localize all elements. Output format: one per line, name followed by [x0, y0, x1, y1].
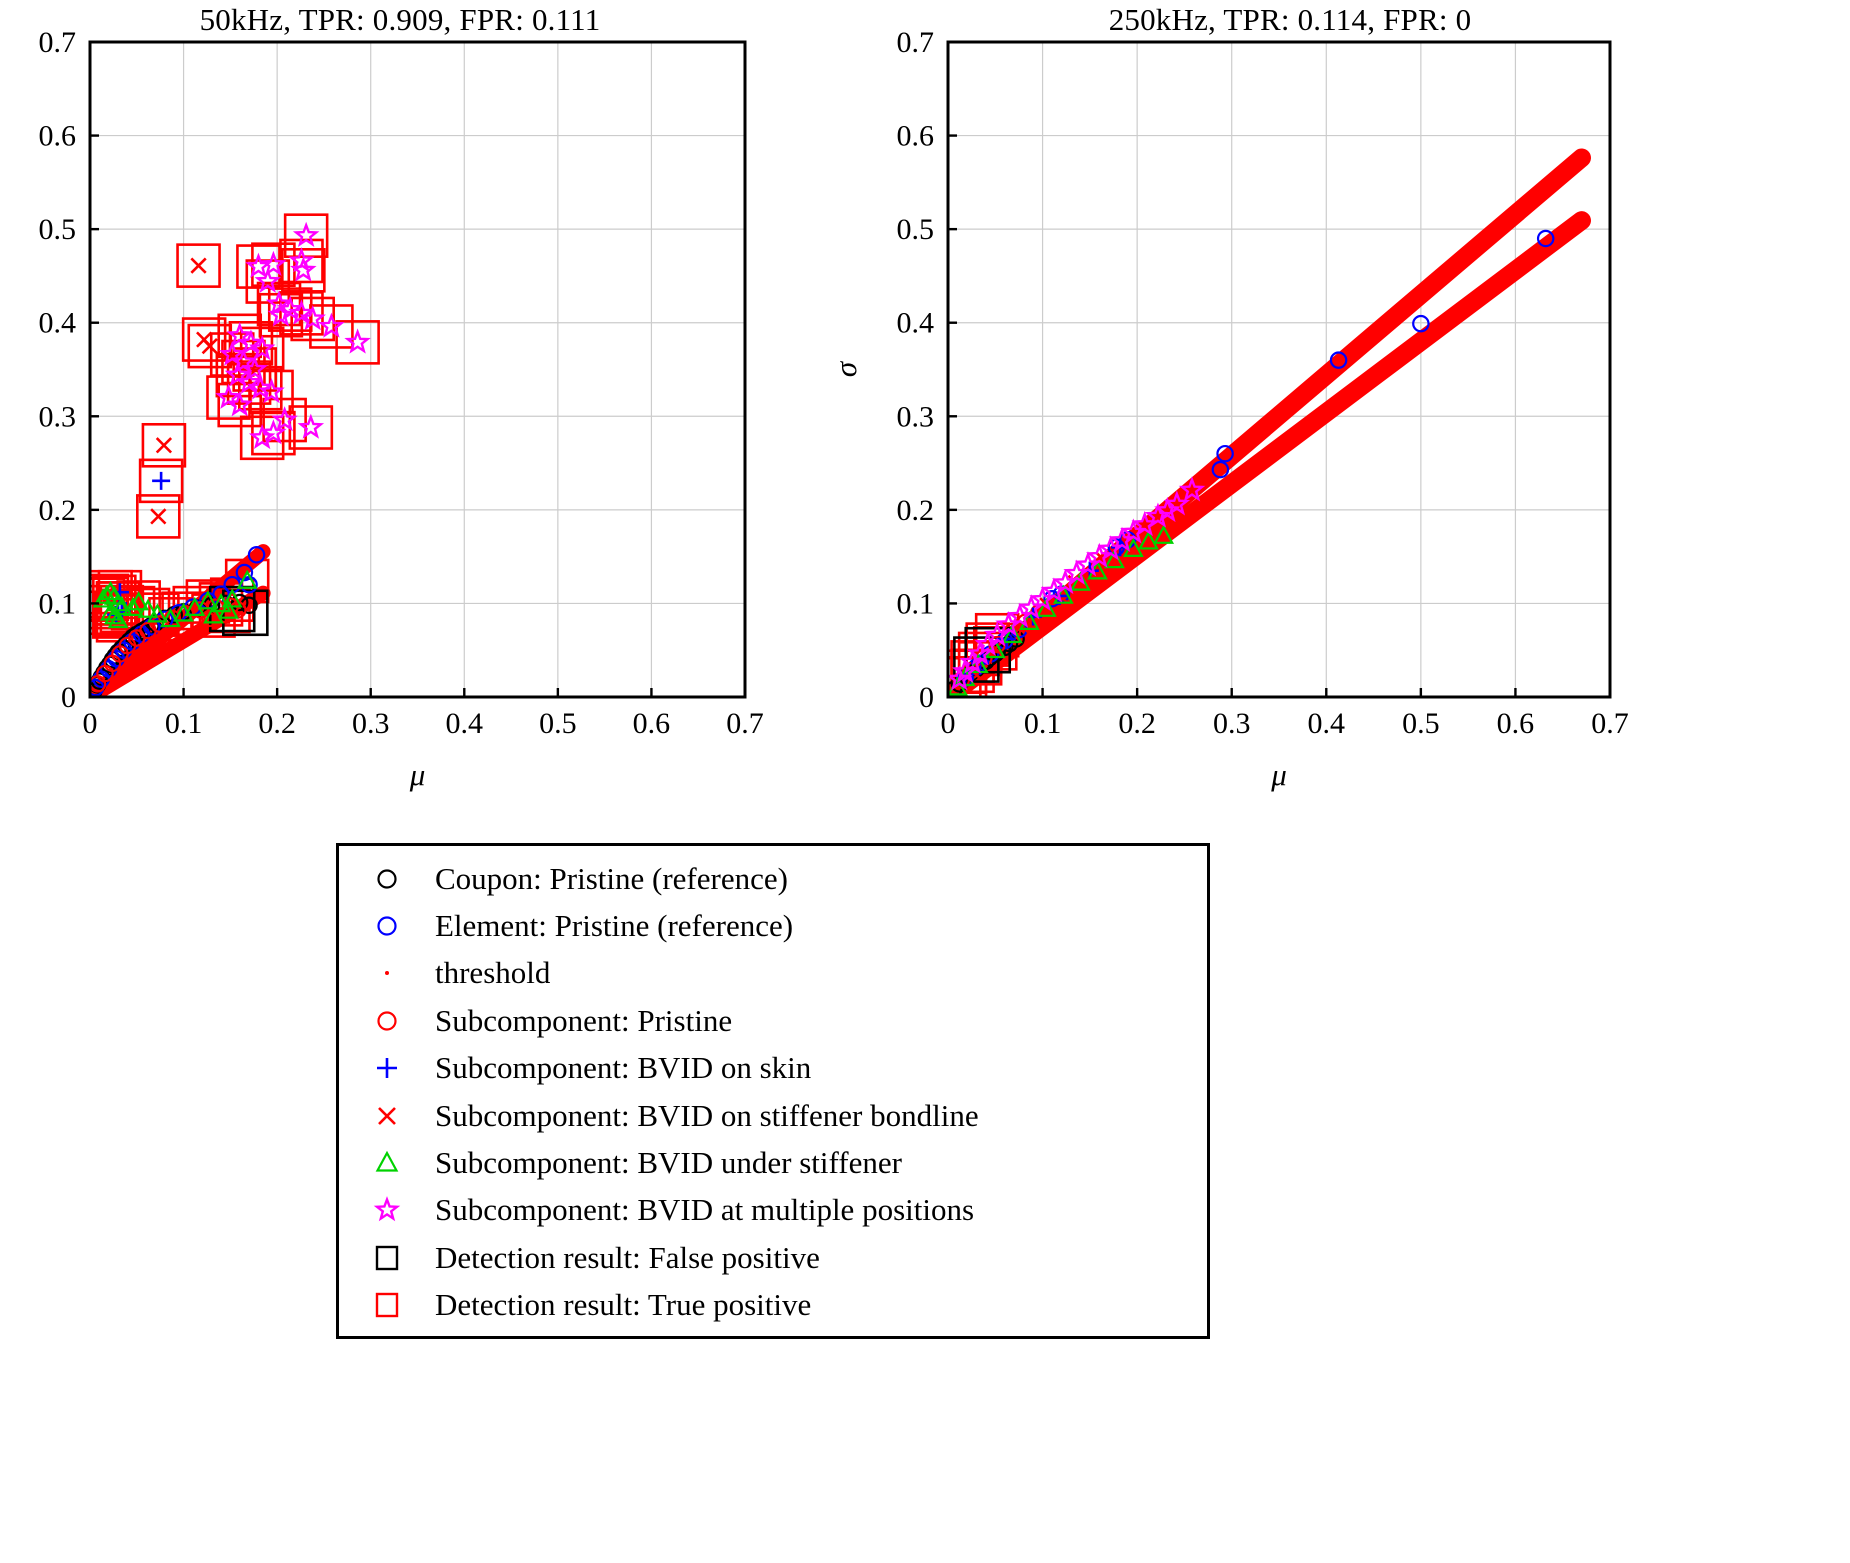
circle-black-icon — [339, 862, 435, 896]
legend-row[interactable]: Detection result: True positive — [339, 1282, 1207, 1329]
y-tick-label: 0.7 — [39, 26, 77, 59]
legend-label: Subcomponent: BVID under stiffener — [435, 1145, 902, 1181]
series-cross — [98, 257, 218, 616]
scatter-plot-right[interactable]: 0 0.1 0.2 0.3 0.4 0.5 0.6 0.7 0 0.1 0.2 0.3 0.4 0.5 0.… — [810, 0, 1850, 800]
y-tick-label: 0.5 — [897, 213, 935, 246]
x-tick-label: 0 — [83, 707, 98, 740]
plot-title-left: 50kHz, TPR: 0.909, FPR: 0.111 — [199, 2, 601, 37]
legend-box: Coupon: Pristine (reference) Element: Pri… — [336, 843, 1210, 1339]
x-axis-label: μ — [1270, 757, 1287, 792]
cross-red-icon — [339, 1099, 435, 1133]
legend: Coupon: Pristine (reference) Element: Pri… — [336, 843, 1212, 1341]
x-tick-label: 0.4 — [446, 707, 484, 740]
dot-red-icon — [339, 956, 435, 990]
x-tick-label: 0.6 — [1497, 707, 1535, 740]
legend-row[interactable]: Subcomponent: BVID under stiffener — [339, 1139, 1207, 1186]
scatter-plot-left[interactable]: 0 0.1 0.2 0.3 0.4 0.5 0.6 0.7 0 0.1 0.2 0.3 0.4 0.5 0.… — [0, 0, 800, 800]
legend-label: Subcomponent: Pristine — [435, 1002, 733, 1038]
y-tick-label: 0 — [61, 681, 76, 714]
axis-ticks: 0 0.1 0.2 0.3 0.4 0.5 0.6 0.7 0 0.1 0.2 0.3 0.4 0.5 0.… — [39, 26, 764, 740]
x-tick-label: 0.2 — [258, 707, 296, 740]
legend-label: Detection result: False positive — [435, 1239, 820, 1275]
x-tick-label: 0.2 — [1118, 707, 1156, 740]
y-tick-label: 0.3 — [39, 400, 77, 433]
legend-row[interactable]: Detection result: False positive — [339, 1234, 1207, 1281]
x-tick-label: 0.6 — [633, 707, 671, 740]
legend-row[interactable]: Subcomponent: BVID at multiple positions — [339, 1187, 1207, 1234]
x-tick-label: 0.1 — [165, 707, 203, 740]
series-triangle — [92, 569, 258, 629]
legend-label: Subcomponent: BVID on skin — [435, 1050, 812, 1086]
legend-label: Coupon: Pristine (reference) — [435, 860, 788, 896]
legend-label: Element: Pristine (reference) — [435, 908, 794, 944]
x-tick-label: 0.4 — [1308, 707, 1346, 740]
legend-label: Detection result: True positive — [435, 1287, 812, 1323]
x-tick-label: 0.3 — [352, 707, 390, 740]
y-tick-label: 0.1 — [897, 587, 935, 620]
legend-row[interactable]: threshold — [339, 950, 1207, 997]
data-markers — [948, 148, 1591, 697]
x-tick-label: 0.1 — [1024, 707, 1062, 740]
x-tick-label: 0 — [941, 707, 956, 740]
plot-panel-left: 50kHz, TPR: 0.909, FPR: 0.111 0 0.1 0.2 0.3… — [0, 0, 800, 800]
legend-row[interactable]: Subcomponent: Pristine — [339, 997, 1207, 1044]
series-star — [215, 221, 371, 450]
y-tick-label: 0.6 — [897, 120, 935, 153]
x-tick-label: 0.7 — [726, 707, 764, 740]
data-markers — [90, 213, 380, 697]
y-tick-label: 0.3 — [897, 400, 935, 433]
legend-items: Coupon: Pristine (reference) Element: Pri… — [339, 846, 1207, 1336]
y-axis-label: σ — [828, 360, 863, 377]
y-tick-label: 0 — [919, 681, 934, 714]
y-tick-label: 0.2 — [39, 494, 77, 527]
legend-row[interactable]: Subcomponent: BVID on skin — [339, 1045, 1207, 1092]
legend-row[interactable]: Element: Pristine (reference) — [339, 902, 1207, 949]
x-tick-label: 0.5 — [539, 707, 577, 740]
plot-panel-right: 250kHz, TPR: 0.114, FPR: 0 0 0.1 0.2 0.3 0.4… — [810, 0, 1850, 800]
y-tick-label: 0.5 — [39, 213, 77, 246]
axis-ticks: 0 0.1 0.2 0.3 0.4 0.5 0.6 0.7 0 0.1 0.2 0.3 0.4 0.5 0.… — [897, 26, 1629, 740]
x-axis-label: μ — [409, 757, 426, 792]
legend-row[interactable]: Subcomponent: BVID on stiffener bondline — [339, 1092, 1207, 1139]
x-tick-label: 0.5 — [1402, 707, 1440, 740]
series-star — [948, 476, 1206, 691]
legend-label: Subcomponent: BVID at multiple positions — [435, 1192, 975, 1228]
x-tick-label: 0.3 — [1213, 707, 1251, 740]
plot-panels: 50kHz, TPR: 0.909, FPR: 0.111 0 0.1 0.2 0.3… — [0, 0, 1850, 800]
plot-title-right: 250kHz, TPR: 0.114, FPR: 0 — [1108, 2, 1472, 37]
square-black-icon — [339, 1241, 435, 1275]
circle-red-icon — [339, 1004, 435, 1038]
circle-blue-icon — [339, 909, 435, 943]
y-tick-label: 0.4 — [39, 307, 77, 340]
x-tick-label: 0.7 — [1591, 707, 1629, 740]
square-red-icon — [339, 1288, 435, 1322]
y-tick-label: 0.7 — [897, 26, 935, 59]
legend-label: Subcomponent: BVID on stiffener bondline — [435, 1097, 979, 1133]
y-tick-label: 0.6 — [39, 120, 77, 153]
triangle-green-icon — [339, 1146, 435, 1180]
y-tick-label: 0.2 — [897, 494, 935, 527]
legend-label: threshold — [435, 955, 551, 991]
y-tick-label: 0.1 — [39, 587, 77, 620]
star-magenta-icon — [339, 1193, 435, 1227]
legend-row[interactable]: Coupon: Pristine (reference) — [339, 855, 1207, 902]
plus-blue-icon — [339, 1051, 435, 1085]
y-tick-label: 0.4 — [897, 307, 935, 340]
y-axis-label: σ — [0, 360, 5, 377]
